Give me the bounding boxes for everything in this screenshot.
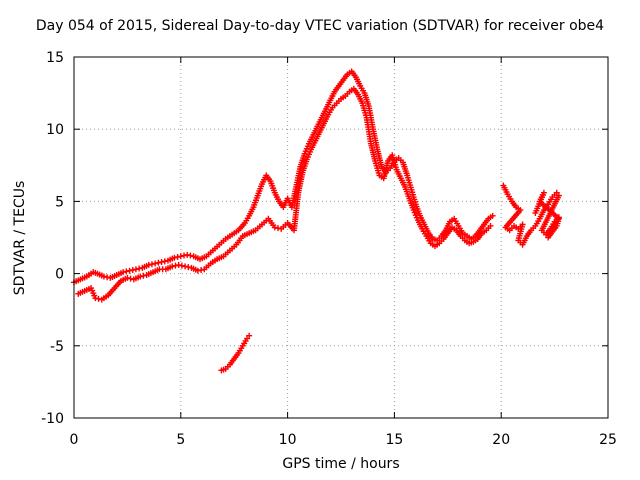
- x-axis-label: GPS time / hours: [282, 456, 400, 472]
- x-tick-label: 20: [492, 432, 510, 448]
- y-tick-label: 5: [55, 194, 64, 210]
- data-point: [181, 252, 188, 259]
- data-point: [246, 332, 253, 339]
- data-point: [145, 261, 152, 268]
- data-point: [129, 266, 136, 273]
- x-tick-label: 0: [70, 432, 79, 448]
- y-tick-label: 15: [46, 50, 64, 66]
- data-point: [271, 224, 278, 231]
- chart-title: Day 054 of 2015, Sidereal Day-to-day VTE…: [35, 18, 605, 34]
- data-point: [92, 295, 99, 302]
- data-point: [182, 263, 189, 270]
- data-point: [185, 264, 192, 271]
- y-tick-label: -5: [50, 339, 64, 355]
- data-point: [104, 274, 111, 281]
- data-point: [198, 266, 205, 273]
- data-point: [123, 268, 130, 275]
- data-point: [161, 258, 168, 265]
- data-point: [532, 209, 539, 216]
- y-tick-label: 0: [55, 267, 64, 283]
- data-point: [178, 262, 185, 269]
- y-axis-label: SDTVAR / TECUs: [12, 180, 28, 296]
- data-point: [489, 212, 496, 219]
- data-point: [175, 261, 182, 268]
- data-point: [487, 222, 494, 229]
- data-point: [137, 273, 144, 280]
- data-point: [140, 272, 147, 279]
- data-point: [120, 269, 127, 276]
- data-point: [148, 261, 155, 268]
- data-point: [124, 274, 131, 281]
- data-point: [127, 275, 134, 282]
- data-point: [132, 266, 139, 273]
- data-point: [100, 273, 107, 280]
- data-point: [184, 251, 191, 258]
- axis-ticks: 0 5 10 15 20 25 -10 -5 0 5 10 15: [41, 50, 617, 448]
- data-point: [169, 263, 176, 270]
- data-point: [136, 265, 143, 272]
- data-point: [177, 253, 184, 260]
- data-marks: [71, 68, 562, 374]
- y-tick-label: 10: [46, 122, 64, 138]
- data-point: [158, 259, 165, 266]
- data-point: [95, 295, 102, 302]
- data-point: [155, 259, 162, 266]
- data-point: [172, 262, 179, 269]
- data-point: [171, 254, 178, 261]
- plot-frame: [73, 56, 609, 419]
- grid: [74, 57, 608, 418]
- data-point: [187, 252, 194, 259]
- x-tick-label: 10: [279, 432, 297, 448]
- data-point: [194, 267, 201, 274]
- x-tick-label: 15: [385, 432, 403, 448]
- data-point: [174, 253, 181, 260]
- x-tick-label: 25: [599, 432, 617, 448]
- y-tick-label: -10: [41, 411, 64, 427]
- x-tick-label: 5: [176, 432, 185, 448]
- data-point: [274, 225, 281, 232]
- data-point: [126, 267, 133, 274]
- data-point: [152, 260, 159, 267]
